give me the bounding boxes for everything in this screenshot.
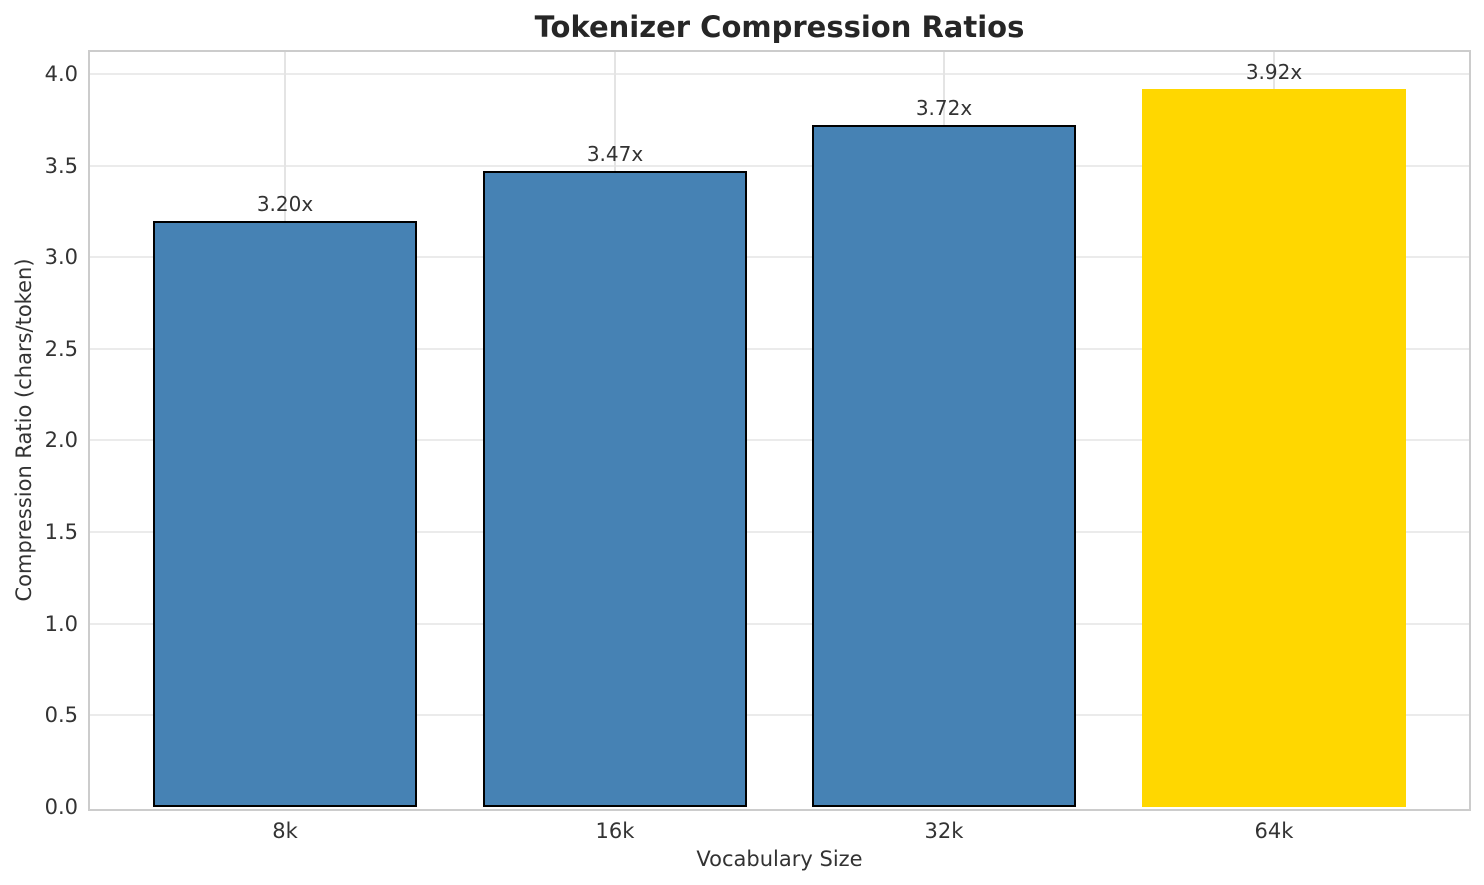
y-tick-label: 1.0 [44,611,78,636]
h-gridline [90,72,1469,75]
x-tick-label: 64k [1254,819,1294,843]
chart-title: Tokenizer Compression Ratios [534,10,1025,44]
y-tick-label: 2.5 [44,336,78,361]
h-gridline [90,347,1469,350]
plot-area [88,50,1471,811]
bar-64k [1142,89,1406,807]
h-gridline [90,622,1469,625]
bar-32k [812,125,1076,807]
h-gridline [90,164,1469,167]
y-tick-label: 1.5 [44,520,78,545]
h-gridline [90,531,1469,534]
bar-value-label: 3.92x [1245,60,1303,84]
y-tick-label: 3.5 [44,153,78,178]
x-tick-label: 16k [595,819,635,843]
y-tick-label: 2.0 [44,428,78,453]
bar-value-label: 3.72x [915,96,973,120]
y-tick-label: 4.0 [44,61,78,86]
bar-16k [483,171,747,807]
y-tick-label: 0.0 [44,795,78,819]
x-tick-label: 8k [272,819,298,843]
bar-8k [153,221,417,807]
y-tick-label: 0.5 [44,703,78,728]
h-gridline [90,256,1469,259]
x-tick-label: 32k [924,819,964,843]
bar-value-label: 3.20x [256,192,314,216]
h-gridline [90,714,1469,717]
x-axis-label: Vocabulary Size [696,847,863,871]
bar-value-label: 3.47x [586,142,644,166]
h-gridline [90,439,1469,442]
y-tick-label: 3.0 [44,245,78,270]
